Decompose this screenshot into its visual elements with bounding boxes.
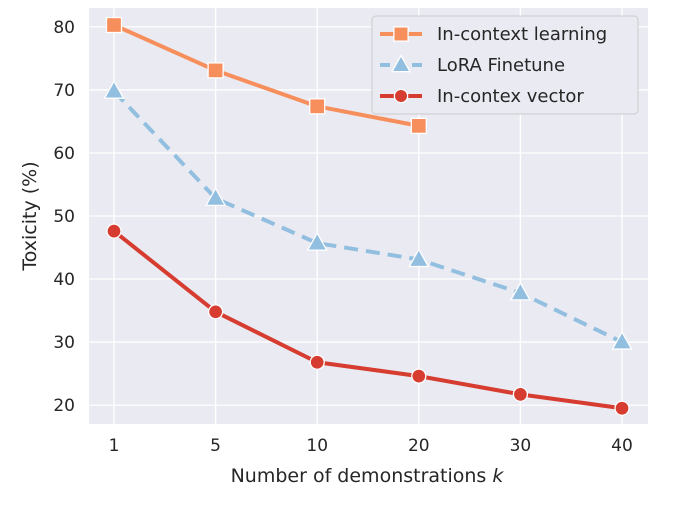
series-line: [112, 89, 623, 344]
legend-marker: [393, 26, 409, 42]
data-point: [509, 281, 532, 301]
legend-label: In-context learning: [437, 24, 607, 45]
legend-box: [371, 15, 639, 115]
y-tick-label: 70: [53, 81, 75, 101]
legend: In-context learning LoRA Finetune In-conte…: [371, 15, 639, 115]
x-tick-label: 10: [306, 436, 328, 456]
y-tick-label: 30: [53, 333, 75, 353]
data-point: [309, 354, 325, 370]
data-point: [204, 187, 227, 207]
series-lora-finetune: [103, 79, 633, 350]
x-axis-title-text: Number of demonstrations: [231, 465, 487, 487]
legend-marker: [390, 54, 412, 73]
y-tick-label: 80: [53, 18, 75, 38]
data-point: [207, 304, 224, 320]
series-layer: [103, 16, 633, 416]
data-point: [207, 62, 224, 79]
data-point: [411, 368, 427, 384]
data-point: [410, 117, 427, 135]
data-point: [105, 16, 123, 34]
y-tick-label: 50: [53, 207, 75, 227]
legend-label: In-contex vector: [437, 86, 584, 107]
data-point: [306, 231, 328, 251]
y-axis-title: Toxicity (%): [19, 161, 41, 271]
data-point: [611, 330, 633, 350]
series-in-context-learning: [105, 16, 427, 135]
y-tick-label: 40: [53, 270, 75, 290]
data-point: [408, 248, 430, 268]
x-tick-label: 30: [510, 436, 532, 456]
data-point: [614, 400, 630, 416]
x-axis-title: Number of demonstrations k: [231, 465, 505, 487]
tick-labels: 1 5 10 20 30 40 20 30 40 50 60 70 80: [53, 18, 632, 456]
data-point: [512, 386, 529, 403]
x-tick-label: 1: [109, 436, 120, 456]
legend-label: LoRA Finetune: [437, 55, 565, 76]
y-tick-label: 20: [53, 396, 75, 416]
x-tick-label: 20: [408, 436, 430, 456]
data-point: [103, 79, 125, 99]
series-line: [112, 23, 421, 128]
series-line: [112, 229, 624, 411]
series-in-contex-vector: [106, 223, 630, 416]
x-tick-label: 40: [611, 436, 633, 456]
x-axis-title-variable: k: [492, 465, 504, 487]
x-tick-label: 5: [210, 436, 221, 456]
grid-lines: [89, 8, 648, 424]
legend-marker: [393, 88, 409, 104]
y-tick-label: 60: [53, 144, 75, 164]
data-point: [309, 98, 326, 115]
data-point: [106, 223, 122, 239]
